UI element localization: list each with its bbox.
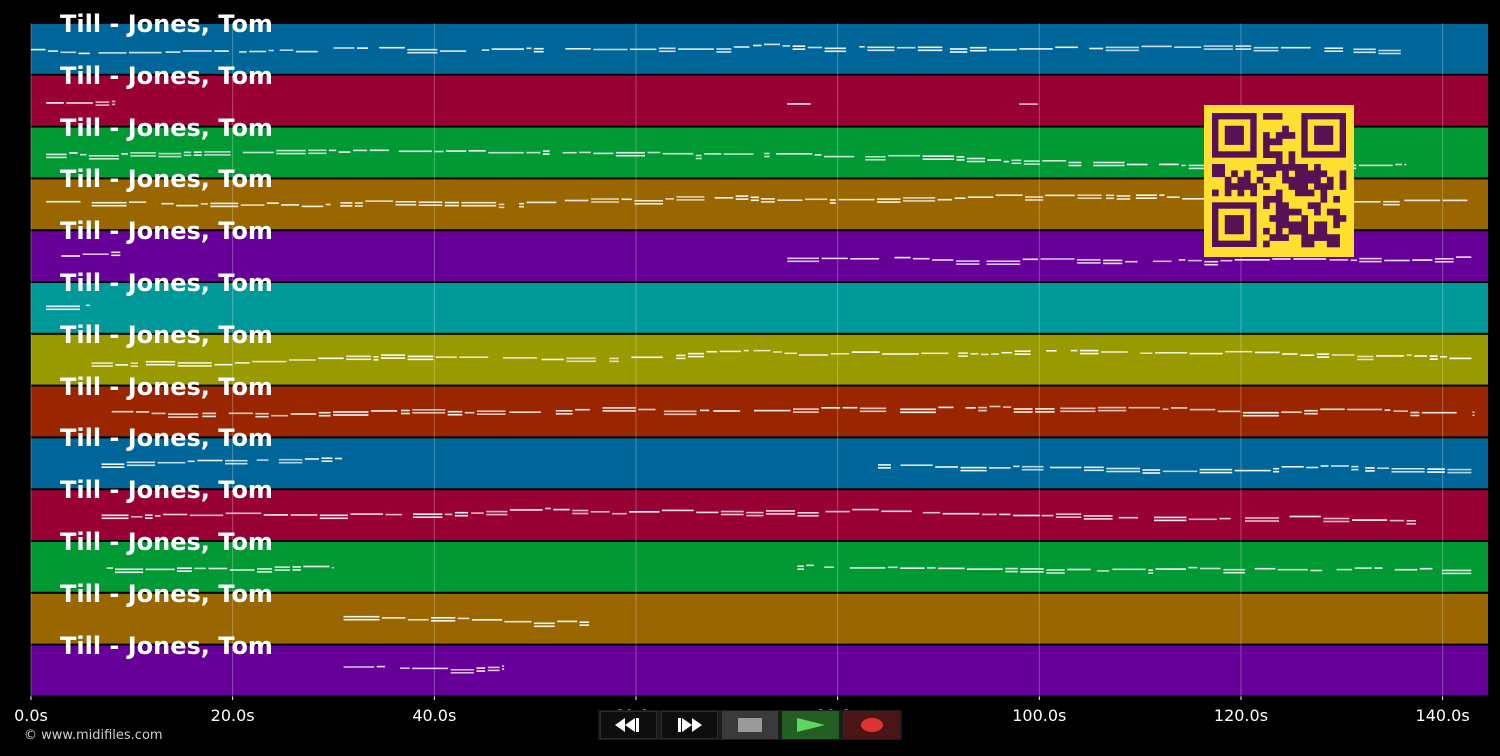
tick-label: 120.0s: [1213, 706, 1269, 725]
qr-code-icon: [1204, 105, 1354, 257]
track-notes: [31, 43, 1401, 55]
track-notes: [91, 349, 1472, 367]
track-title: Till - Jones, Tom: [60, 476, 273, 505]
track-lane: [31, 542, 1488, 592]
tick-label: 140.0s: [1415, 706, 1470, 725]
track-title: Till - Jones, Tom: [60, 61, 273, 90]
track-lane: [31, 283, 1488, 333]
track-notes: [101, 507, 1416, 525]
track-title: Till - Jones, Tom: [60, 10, 273, 38]
track-notes: [46, 100, 1038, 106]
play-button[interactable]: [782, 711, 840, 739]
rewind-icon: [615, 718, 640, 732]
track-notes: [343, 615, 590, 628]
tick-label: 40.0s: [412, 706, 457, 725]
transport-controls: [598, 710, 902, 740]
fast-forward-button[interactable]: [660, 711, 718, 739]
tick-label: 100.0s: [1012, 706, 1067, 725]
track-lane: [31, 593, 1488, 644]
record-icon: [860, 718, 883, 732]
track-notes: [46, 304, 90, 311]
tick-label: 0.0s: [14, 706, 48, 725]
track-title: Till - Jones, Tom: [60, 528, 273, 556]
track-title: Till - Jones, Tom: [60, 579, 273, 608]
copyright-text: © www.midifiles.com: [24, 728, 163, 743]
stop-button[interactable]: [721, 711, 779, 739]
track-lane: [31, 645, 1488, 696]
track-title: Till - Jones, Tom: [60, 269, 273, 297]
record-button[interactable]: [843, 711, 900, 739]
track-notes: [111, 405, 1475, 418]
fast-forward-icon: [678, 718, 703, 732]
play-icon: [796, 718, 825, 732]
rewind-button[interactable]: [600, 711, 657, 739]
track-title: Till - Jones, Tom: [60, 631, 273, 660]
track-title: Till - Jones, Tom: [60, 424, 273, 453]
track-lane: [31, 386, 1488, 437]
track-title: Till - Jones, Tom: [60, 372, 273, 401]
track-lane: [31, 334, 1488, 385]
track-title: Till - Jones, Tom: [60, 165, 273, 194]
track-title: Till - Jones, Tom: [60, 113, 273, 142]
stop-icon: [738, 718, 763, 732]
track-lane: [31, 438, 1488, 489]
track-notes: [343, 665, 505, 674]
tick-label: 20.0s: [210, 706, 255, 725]
track-notes: [106, 564, 1472, 575]
track-notes: [61, 251, 1472, 266]
track-notes: [101, 457, 1472, 474]
track-title: Till - Jones, Tom: [60, 320, 273, 349]
track-title: Till - Jones, Tom: [60, 217, 273, 246]
